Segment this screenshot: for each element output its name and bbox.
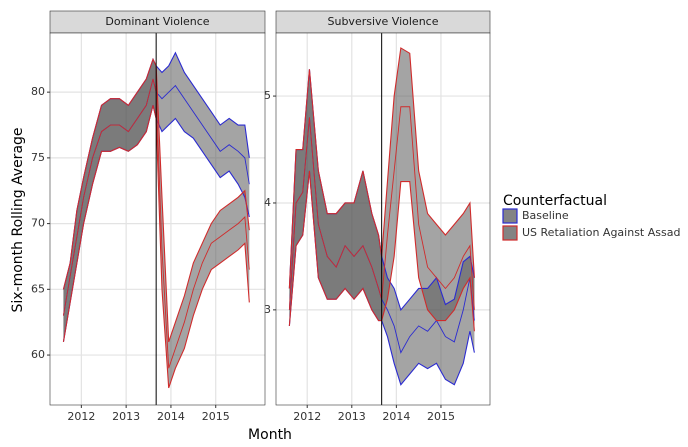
y-tick-label: 5 <box>264 89 271 102</box>
y-tick-label: 80 <box>31 85 45 98</box>
x-tick-label: 2015 <box>202 410 230 423</box>
x-tick-label: 2012 <box>67 410 95 423</box>
x-tick-label: 2014 <box>382 410 410 423</box>
x-tick-label: 2012 <box>293 410 321 423</box>
legend-key <box>502 208 518 224</box>
legend-key <box>502 225 518 241</box>
panel-border <box>275 32 491 406</box>
y-tick-label: 4 <box>264 196 271 209</box>
ribbon <box>289 47 475 332</box>
x-axis-title: Month <box>248 427 292 443</box>
y-axis-title: Six-month Rolling Average <box>10 127 26 312</box>
x-tick-label: 2013 <box>112 410 140 423</box>
strip-label: Dominant Violence <box>105 15 209 28</box>
y-tick-label: 60 <box>31 348 45 361</box>
ribbon <box>63 59 250 388</box>
legend-title: Counterfactual <box>503 193 607 209</box>
legend-label: US Retaliation Against Assad <box>522 226 680 239</box>
x-tick-label: 2015 <box>427 410 455 423</box>
strip-label: Subversive Violence <box>328 15 439 28</box>
legend-label: Baseline <box>522 209 569 222</box>
y-tick-label: 3 <box>264 303 271 316</box>
y-tick-label: 65 <box>31 282 45 295</box>
panel-border <box>49 32 266 406</box>
y-tick-label: 70 <box>31 217 45 230</box>
x-tick-label: 2013 <box>338 410 366 423</box>
y-tick-label: 75 <box>31 151 45 164</box>
x-tick-label: 2014 <box>157 410 185 423</box>
